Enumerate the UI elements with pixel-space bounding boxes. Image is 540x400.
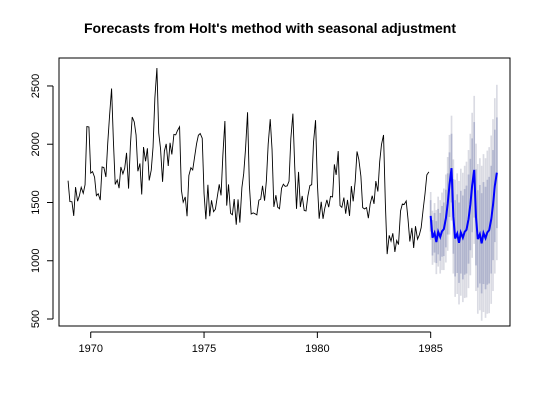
y-tick-label: 2500 [30,74,42,98]
x-tick-label: 1975 [192,343,216,355]
plot-frame [58,57,511,327]
x-axis: 1970 1975 1980 1985 [78,331,443,355]
x-tick-label: 1980 [305,343,329,355]
y-tick-label: 500 [30,310,42,328]
observed-series-line [67,67,430,255]
y-axis: 500 1000 1500 2000 2500 [30,74,54,328]
y-tick-label: 1500 [30,190,42,214]
y-tick-label: 1000 [30,249,42,273]
series-lines [67,67,498,255]
chart-title: Forecasts from Holt's method with season… [83,20,457,36]
x-tick-label: 1985 [418,343,442,355]
prediction-intervals [429,84,498,321]
forecast-series-line [429,167,498,244]
interval-80-bar [429,200,432,232]
x-tick-label: 1970 [78,343,102,355]
y-tick-label: 2000 [30,132,42,156]
